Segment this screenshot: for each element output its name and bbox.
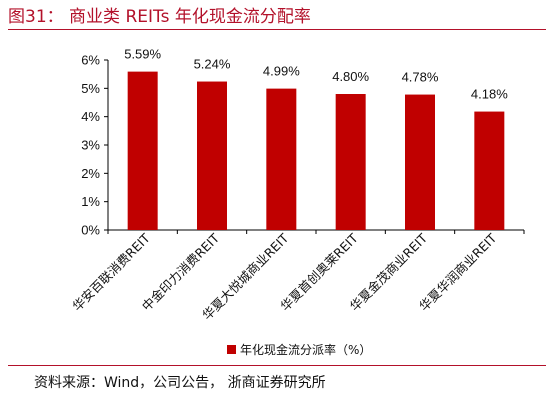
bar — [197, 81, 227, 231]
data-label: 4.78% — [402, 70, 439, 85]
x-category-label: 华夏华润商业REIT — [416, 230, 500, 314]
y-tick-label: 0% — [81, 223, 100, 238]
data-label: 5.24% — [194, 57, 231, 72]
data-label: 4.18% — [471, 87, 508, 102]
bar-chart: 0%1%2%3%4%5%6% 5.59%华安百联消费REIT5.24%中金印力消费… — [69, 47, 525, 357]
y-tick-label: 5% — [81, 81, 100, 96]
bar — [127, 71, 158, 230]
data-label: 5.59% — [124, 47, 161, 62]
bar — [266, 88, 297, 230]
y-tick-label: 2% — [81, 166, 100, 181]
source-rule — [8, 365, 546, 366]
source-note: 资料来源：Wind，公司公告， 浙商证券研究所 — [34, 375, 326, 391]
bar — [335, 94, 366, 230]
figure-title: 图31： 商业类 REITs 年化现金流分配率 — [8, 7, 311, 27]
y-tick-label: 4% — [81, 109, 100, 124]
y-tick-label: 3% — [81, 138, 100, 153]
legend-swatch — [227, 345, 236, 354]
bar — [405, 94, 435, 230]
bar — [474, 111, 505, 230]
data-label: 4.80% — [332, 69, 369, 84]
legend-label: 年化现金流分派率（%） — [240, 342, 371, 357]
data-label: 4.99% — [263, 64, 300, 79]
y-tick-label: 6% — [81, 53, 100, 68]
title-rule — [8, 29, 546, 30]
y-tick-label: 1% — [81, 194, 100, 209]
